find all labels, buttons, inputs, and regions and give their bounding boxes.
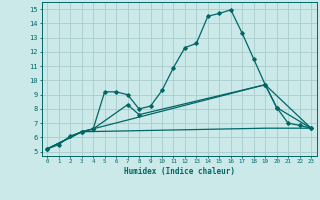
X-axis label: Humidex (Indice chaleur): Humidex (Indice chaleur) (124, 167, 235, 176)
